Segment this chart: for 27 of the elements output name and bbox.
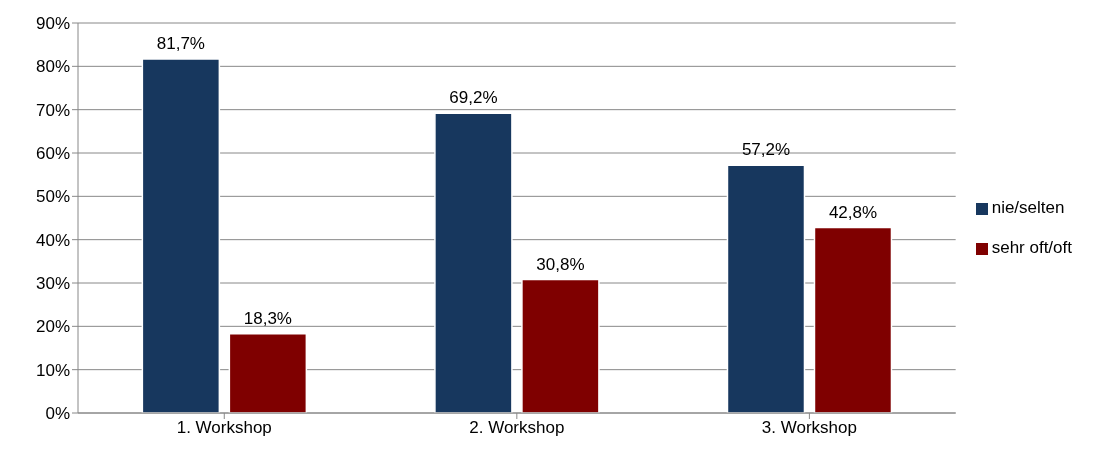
- bar: [434, 112, 513, 413]
- x-tick-label: 2. Workshop: [469, 418, 565, 438]
- legend-label: nie/selten: [991, 198, 1065, 217]
- data-label: 57,2%: [741, 140, 791, 160]
- y-tick-label: 10%: [35, 360, 70, 380]
- data-label: 69,2%: [449, 88, 498, 108]
- y-tick-label: 20%: [35, 317, 70, 337]
- data-label: 42,8%: [828, 202, 878, 222]
- bar: [521, 278, 600, 413]
- data-label: 18,3%: [243, 308, 292, 328]
- y-tick-label: 0%: [45, 404, 70, 424]
- y-tick-label: 70%: [35, 100, 70, 120]
- bar: [813, 226, 893, 413]
- legend-label: sehr oft/oft: [991, 238, 1072, 257]
- data-label: 30,8%: [536, 254, 585, 274]
- bar: [228, 332, 308, 413]
- y-tick-label: 30%: [35, 274, 70, 294]
- x-tick-label: 1. Workshop: [176, 418, 272, 438]
- y-tick-label: 60%: [35, 144, 70, 164]
- y-tick-label: 90%: [35, 14, 70, 34]
- x-tick-label: 3. Workshop: [761, 418, 857, 438]
- y-tick-label: 40%: [35, 230, 70, 250]
- bar: [141, 58, 221, 413]
- bar: [726, 164, 806, 413]
- y-tick-label: 80%: [35, 57, 70, 77]
- y-tick-label: 50%: [35, 187, 70, 207]
- data-label: 81,7%: [156, 33, 205, 53]
